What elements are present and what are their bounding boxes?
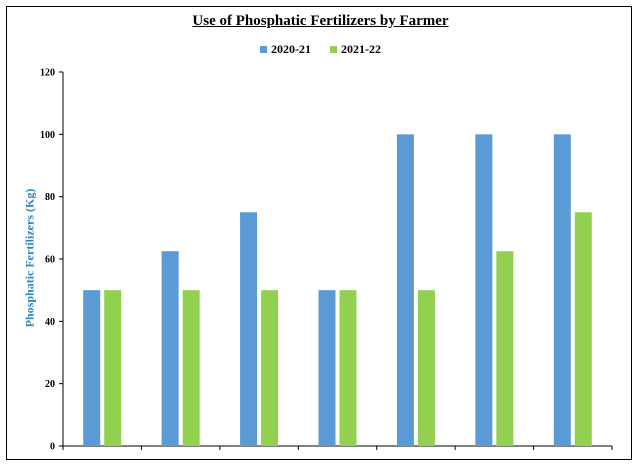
legend-label-series-1: 2020-21 — [271, 42, 311, 56]
bar-series-2-group-4 — [339, 290, 357, 446]
bar-series-2-group-3 — [261, 290, 279, 446]
y-tick-label: 100 — [40, 130, 55, 141]
bar-series-1-group-1 — [83, 290, 101, 446]
legend-swatch-series-2 — [330, 46, 337, 53]
bar-series-2-group-1 — [104, 290, 122, 446]
bar-series-1-group-3 — [240, 212, 258, 446]
legend-label-series-2: 2021-22 — [341, 42, 381, 56]
bar-series-2-group-2 — [182, 290, 200, 446]
chart-legend: 2020-21 2021-22 — [0, 42, 641, 57]
bar-series-1-group-6 — [475, 134, 493, 447]
y-tick-label: 120 — [40, 68, 55, 79]
bar-series-2-group-5 — [417, 290, 435, 446]
y-tick-label: 40 — [45, 317, 55, 328]
bar-series-2-group-6 — [496, 251, 514, 446]
chart-title: Use of Phosphatic Fertilizers by Farmer — [192, 13, 449, 29]
y-tick-label: 0 — [50, 442, 55, 453]
bar-series-1-group-2 — [161, 251, 179, 446]
y-ticks: 0 20 40 60 80 100 120 — [40, 68, 63, 453]
bars — [83, 134, 592, 447]
legend-item-series-1: 2020-21 — [260, 42, 311, 57]
bar-series-1-group-5 — [396, 134, 414, 447]
bar-series-1-group-7 — [553, 134, 571, 447]
y-tick-label: 60 — [45, 255, 55, 266]
axes — [62, 72, 613, 450]
legend-item-series-2: 2021-22 — [330, 42, 381, 57]
y-tick-label: 80 — [45, 192, 55, 203]
bar-series-2-group-7 — [574, 212, 592, 446]
legend-swatch-series-1 — [260, 46, 267, 53]
y-tick-label: 20 — [45, 379, 55, 390]
bar-series-1-group-4 — [318, 290, 336, 446]
